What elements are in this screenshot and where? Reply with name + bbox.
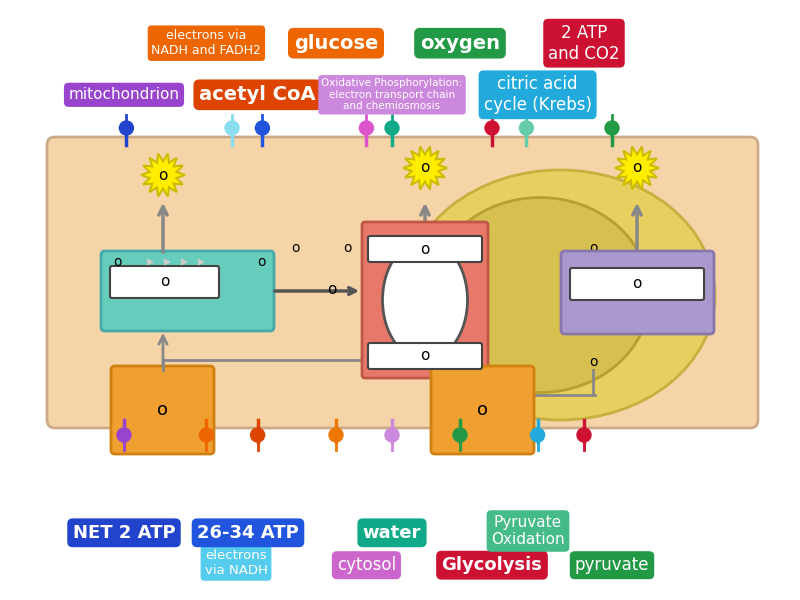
Text: o: o [420,241,430,257]
Circle shape [250,428,265,442]
Text: 2 ATP
and CO2: 2 ATP and CO2 [548,24,620,62]
Circle shape [359,121,374,135]
Text: o: o [158,401,169,419]
Text: o: o [158,167,168,182]
Text: o: o [589,241,598,255]
Circle shape [385,121,399,135]
Text: o: o [420,349,430,364]
Text: o: o [344,241,352,255]
Text: NET 2 ATP: NET 2 ATP [73,524,175,542]
FancyBboxPatch shape [111,366,214,454]
Circle shape [605,121,619,135]
Text: water: water [363,524,421,542]
Text: glucose: glucose [294,34,378,53]
Text: o: o [420,160,430,175]
Text: o: o [114,255,122,269]
Circle shape [485,121,499,135]
Text: mitochondrion: mitochondrion [69,87,179,102]
Text: electrons
via NADH: electrons via NADH [205,549,267,577]
Text: o: o [258,255,266,269]
FancyBboxPatch shape [431,366,534,454]
Ellipse shape [405,170,715,420]
Text: o: o [632,277,642,292]
FancyBboxPatch shape [368,236,482,262]
Text: citric acid
cycle (Krebs): citric acid cycle (Krebs) [483,76,592,114]
Text: Pyruvate
Oxidation: Pyruvate Oxidation [491,515,565,547]
Text: electrons via
NADH and FADH2: electrons via NADH and FADH2 [151,29,262,57]
Text: o: o [478,401,489,419]
Circle shape [225,121,239,135]
Circle shape [577,428,591,442]
FancyBboxPatch shape [110,266,219,298]
Text: pyruvate: pyruvate [574,556,650,574]
FancyBboxPatch shape [101,251,274,331]
Text: cytosol: cytosol [337,556,396,574]
Circle shape [530,428,545,442]
Polygon shape [403,146,447,190]
Text: o: o [290,241,299,255]
Circle shape [385,428,399,442]
Circle shape [519,121,534,135]
FancyBboxPatch shape [47,137,758,428]
FancyBboxPatch shape [368,343,482,369]
FancyBboxPatch shape [561,251,714,334]
FancyBboxPatch shape [362,222,488,378]
Text: o: o [327,283,337,298]
Text: acetyl CoA: acetyl CoA [199,85,316,104]
Text: o: o [632,160,642,175]
Circle shape [453,428,467,442]
Circle shape [329,428,343,442]
Circle shape [119,121,134,135]
Text: Oxidative Phosphorylation:
electron transport chain
and chemiosmosis: Oxidative Phosphorylation: electron tran… [322,78,462,112]
Text: Glycolysis: Glycolysis [442,556,542,574]
Ellipse shape [430,197,650,392]
Circle shape [117,428,131,442]
Polygon shape [141,154,185,196]
Text: o: o [589,355,598,369]
Text: 26-34 ATP: 26-34 ATP [197,524,299,542]
Text: o: o [160,275,170,289]
Circle shape [255,121,270,135]
Circle shape [199,428,214,442]
Text: oxygen: oxygen [420,34,500,53]
Polygon shape [615,146,659,190]
Ellipse shape [382,240,467,360]
FancyBboxPatch shape [570,268,704,300]
Ellipse shape [415,230,475,330]
